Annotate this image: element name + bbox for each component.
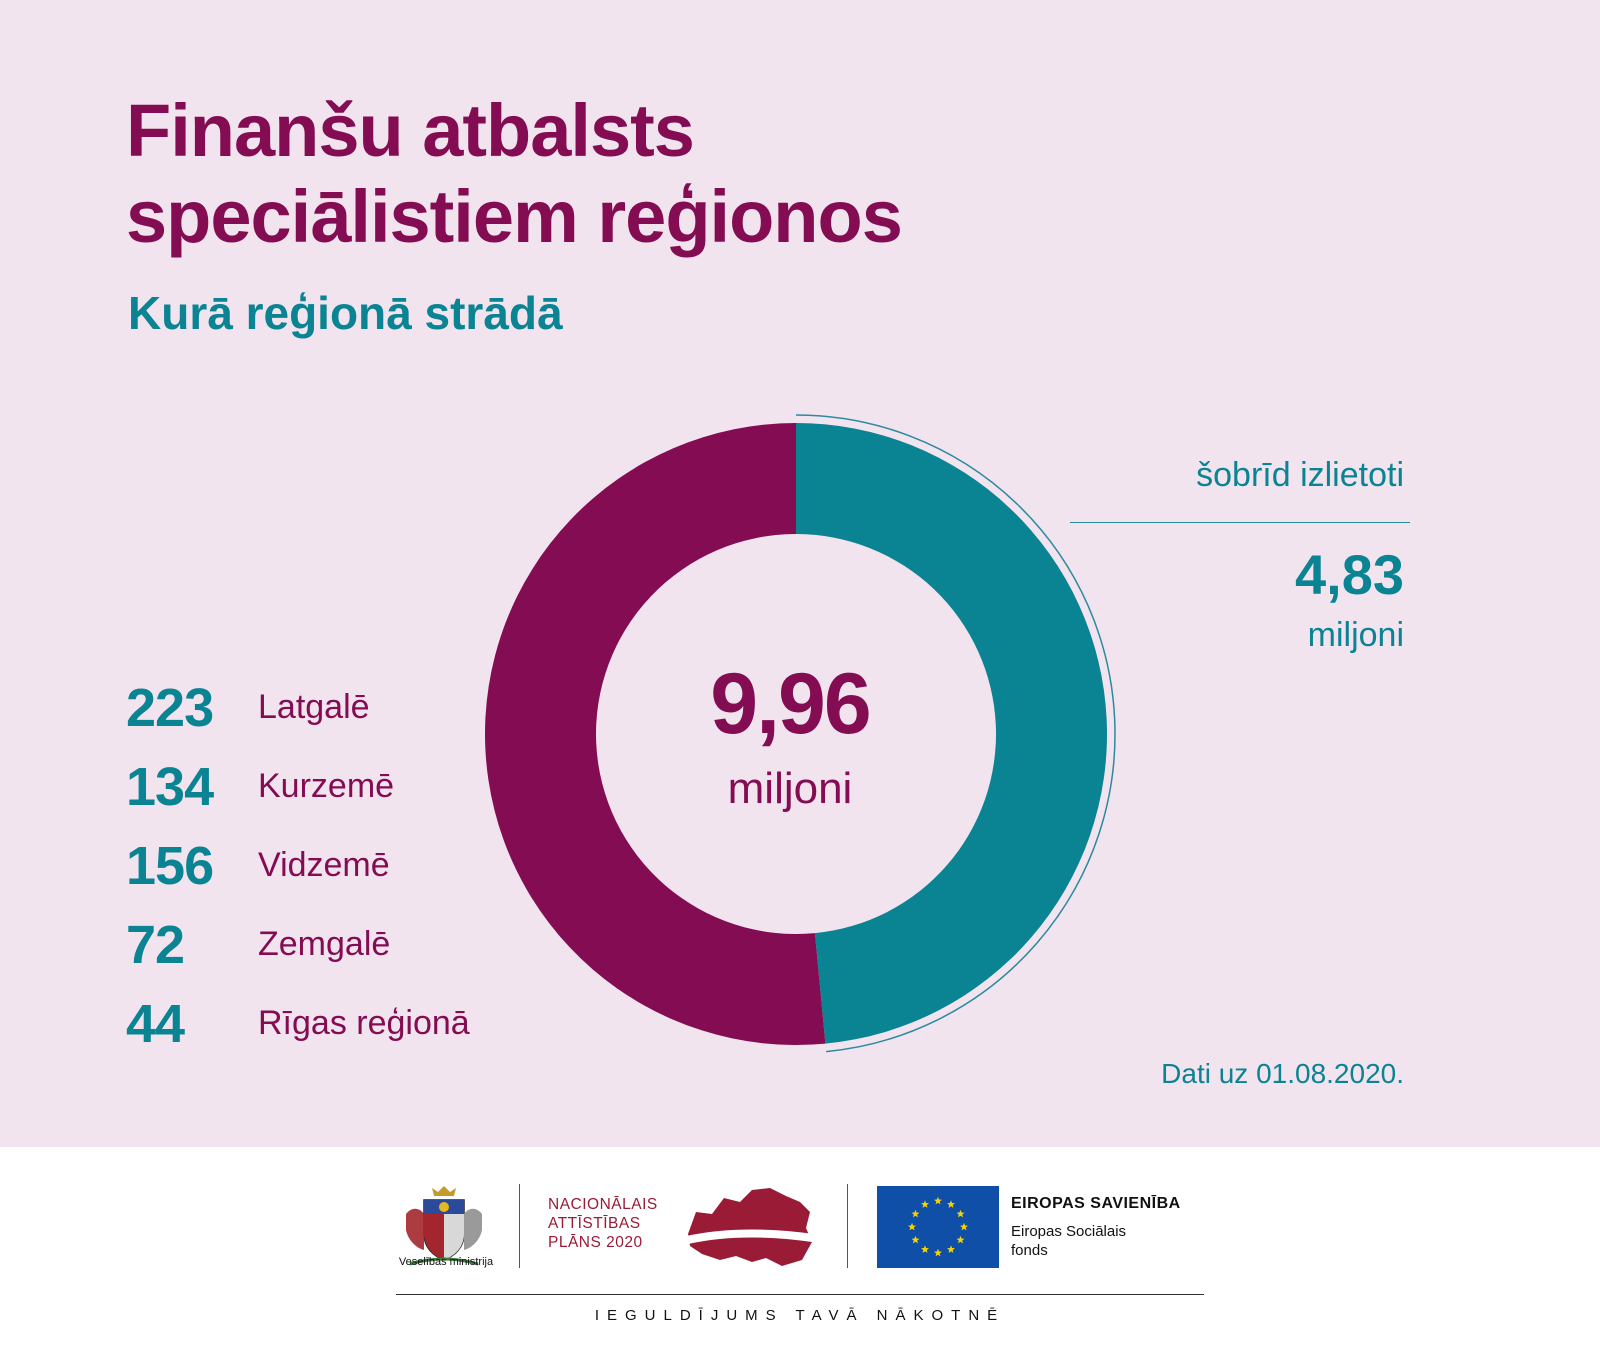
region-row-zemgale: 72 Zemgalē <box>126 905 470 984</box>
donut-total-unit: miljoni <box>727 764 853 813</box>
nap-logo-text: NACIONĀLAIS ATTĪSTĪBAS PLĀNS 2020 <box>548 1195 658 1252</box>
eu-star-icon <box>921 1245 929 1253</box>
callout-divider <box>1070 522 1410 523</box>
eu-star-icon <box>956 1209 965 1218</box>
title-line-2: speciālistiem reģionos <box>126 175 903 258</box>
donut-total-value: 9,96 <box>710 656 871 752</box>
region-count: 44 <box>126 993 185 1054</box>
footer-divider <box>847 1184 848 1268</box>
region-count: 156 <box>126 835 214 896</box>
eu-star-icon <box>911 1235 920 1244</box>
eu-star-icon <box>921 1200 929 1208</box>
eu-star-icon <box>934 1248 942 1257</box>
spent-outline-arc <box>795 414 1116 1053</box>
eu-star-icon <box>947 1245 955 1253</box>
region-name: Latgalē <box>258 688 370 726</box>
spent-label: šobrīd izlietoti <box>1196 456 1404 494</box>
title-line-1: Finanšu atbalsts <box>126 89 695 172</box>
region-count: 134 <box>126 756 214 817</box>
region-name: Vidzemē <box>258 846 390 884</box>
eu-star-icon <box>911 1209 920 1218</box>
region-count: 223 <box>126 677 214 738</box>
region-row-riga: 44 Rīgas reģionā <box>126 984 470 1063</box>
donut-slice-1 <box>484 423 826 1045</box>
eu-flag-icon <box>877 1186 999 1268</box>
date-note: Dati uz 01.08.2020. <box>1161 1058 1404 1089</box>
page-subtitle: Kurā reģionā strādā <box>128 287 563 339</box>
latvia-coat-of-arms-icon <box>406 1186 482 1266</box>
latvia-map-icon <box>686 1188 814 1266</box>
eu-star-icon <box>956 1235 965 1244</box>
eu-star-icon <box>947 1200 955 1208</box>
region-list: 223 Latgalē 134 Kurzemē 156 Vidzemē 72 Z… <box>126 668 470 1063</box>
nap-line: PLĀNS 2020 <box>548 1234 643 1251</box>
region-row-latgale: 223 Latgalē <box>126 668 470 747</box>
donut-slice-0 <box>796 423 1107 1044</box>
spent-value: 4,83 <box>1295 543 1404 606</box>
donut-chart <box>484 414 1116 1053</box>
region-name: Kurzemē <box>258 767 395 805</box>
nap-line: ATTĪSTĪBAS <box>548 1215 641 1232</box>
eu-title: EIROPAS SAVIENĪBA <box>1011 1195 1181 1212</box>
footer-rule <box>396 1294 1204 1295</box>
nap-line: NACIONĀLAIS <box>548 1196 658 1213</box>
eu-star-icon <box>960 1222 968 1231</box>
eu-star-icon <box>908 1222 916 1231</box>
eu-fund-name: Eiropas Sociālais fonds <box>1011 1222 1126 1260</box>
region-row-vidzeme: 156 Vidzemē <box>126 826 470 905</box>
footer-divider <box>519 1184 520 1268</box>
eu-fund-line: Eiropas Sociālais <box>1011 1223 1127 1240</box>
region-row-kurzeme: 134 Kurzemē <box>126 747 470 826</box>
spent-unit: miljoni <box>1307 616 1404 654</box>
region-name: Rīgas reģionā <box>258 1004 470 1042</box>
page-title: Finanšu atbalsts speciālistiem reģionos <box>126 88 903 260</box>
region-name: Zemgalē <box>258 925 391 963</box>
eu-fund-line: fonds <box>1011 1242 1048 1259</box>
eu-star-icon <box>934 1196 942 1205</box>
ministry-name: Veselības ministrija <box>398 1256 494 1268</box>
region-count: 72 <box>126 914 185 975</box>
footer-tagline: IEGULDĪJUMS TAVĀ NĀKOTNĒ <box>594 1307 1006 1324</box>
